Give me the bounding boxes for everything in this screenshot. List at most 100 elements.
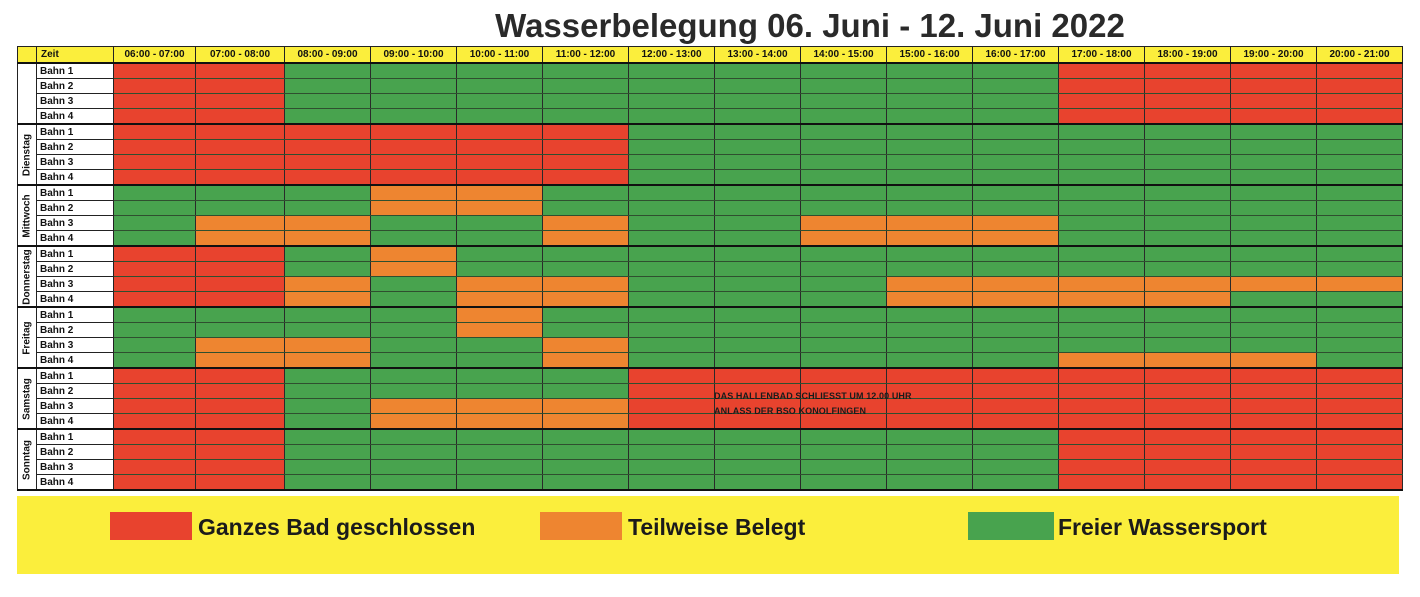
schedule-cell: [1058, 413, 1145, 430]
schedule-cell: [800, 413, 887, 430]
schedule-cell: [1230, 108, 1317, 125]
lane-label: Bahn 1: [36, 306, 114, 323]
schedule-cell: [1316, 444, 1403, 460]
schedule-cell: [972, 261, 1059, 277]
schedule-cell: [1144, 413, 1231, 430]
schedule-cell: [284, 200, 371, 216]
schedule-cell: [370, 322, 457, 338]
schedule-cell: [370, 474, 457, 491]
schedule-cell: [195, 413, 285, 430]
schedule-cell: [1144, 215, 1231, 231]
schedule-cell: [456, 383, 543, 399]
schedule-cell: [456, 154, 543, 170]
schedule-cell: [195, 93, 285, 109]
schedule-cell: [886, 169, 973, 186]
schedule-cell: [1058, 63, 1145, 79]
schedule-cell: [1230, 200, 1317, 216]
schedule-cell: [800, 459, 887, 475]
schedule-cell: [1316, 169, 1403, 186]
time-slot-header: 07:00 - 08:00: [195, 46, 285, 64]
schedule-cell: [886, 200, 973, 216]
schedule-cell: [1058, 78, 1145, 94]
schedule-cell: [195, 154, 285, 170]
lane-label: Bahn 3: [36, 276, 114, 292]
schedule-cell: [972, 276, 1059, 292]
time-slot-header: 11:00 - 12:00: [542, 46, 629, 64]
lane-label: Bahn 1: [36, 367, 114, 384]
schedule-cell: [1230, 368, 1317, 384]
schedule-cell: [456, 185, 543, 201]
schedule-cell: [972, 230, 1059, 247]
schedule-cell: [972, 307, 1059, 323]
schedule-cell: [1316, 108, 1403, 125]
schedule-cell: [370, 124, 457, 140]
schedule-cell: [628, 322, 715, 338]
schedule-cell: [113, 93, 196, 109]
schedule-cell: [628, 413, 715, 430]
schedule-cell: [628, 169, 715, 186]
schedule-cell: [714, 200, 801, 216]
day-label: Dienstag: [21, 133, 33, 176]
schedule-cell: [1316, 200, 1403, 216]
schedule-cell: [1316, 246, 1403, 262]
schedule-cell: [542, 215, 629, 231]
closure-note-line1: DAS HALLENBAD SCHLIESST UM 12.00 UHR: [714, 391, 912, 401]
schedule-cell: [714, 93, 801, 109]
schedule-cell: [542, 322, 629, 338]
schedule-cell: [284, 230, 371, 247]
schedule-cell: [542, 108, 629, 125]
schedule-cell: [1230, 322, 1317, 338]
schedule-cell: [195, 352, 285, 369]
time-slot-header: 19:00 - 20:00: [1230, 46, 1317, 64]
schedule-cell: [456, 368, 543, 384]
schedule-cell: [1058, 169, 1145, 186]
schedule-cell: [113, 368, 196, 384]
schedule-cell: [1230, 307, 1317, 323]
schedule-cell: [886, 398, 973, 414]
schedule-cell: [1230, 246, 1317, 262]
schedule-cell: [542, 398, 629, 414]
schedule-cell: [1144, 398, 1231, 414]
day-cell: Samstag: [17, 367, 37, 430]
schedule-cell: [456, 474, 543, 491]
schedule-cell: [195, 383, 285, 399]
schedule-cell: [195, 185, 285, 201]
time-slot-header: 06:00 - 07:00: [113, 46, 196, 64]
schedule-cell: [886, 124, 973, 140]
schedule-cell: [113, 154, 196, 170]
schedule-cell: [714, 154, 801, 170]
schedule-cell: [370, 413, 457, 430]
schedule-cell: [1058, 383, 1145, 399]
schedule-cell: [886, 352, 973, 369]
schedule-cell: [972, 398, 1059, 414]
legend-band: [17, 496, 1399, 574]
schedule-cell: [1058, 246, 1145, 262]
schedule-cell: [113, 413, 196, 430]
time-slot-header: 16:00 - 17:00: [972, 46, 1059, 64]
schedule-cell: [800, 352, 887, 369]
schedule-cell: [456, 307, 543, 323]
time-header-row: Zeit 06:00 - 07:00 07:00 - 08:00 08:00 - 0…: [17, 46, 1403, 64]
schedule-cell: [113, 459, 196, 475]
schedule-cell: [886, 429, 973, 445]
schedule-cell: [195, 474, 285, 491]
schedule-cell: [284, 93, 371, 109]
schedule-cell: [800, 307, 887, 323]
schedule-cell: [1230, 215, 1317, 231]
schedule-cell: [800, 337, 887, 353]
lane-label: Bahn 2: [36, 261, 114, 277]
schedule-cell: [113, 291, 196, 308]
schedule-cell: [370, 185, 457, 201]
schedule-cell: [886, 246, 973, 262]
schedule-cell: [800, 474, 887, 491]
schedule-cell: [1230, 383, 1317, 399]
lane-label: Bahn 4: [36, 352, 114, 369]
lane-row: Mittwoch Bahn 1: [17, 184, 1403, 247]
lane-row: Bahn 4: [18, 352, 1403, 369]
schedule-cell: [1144, 108, 1231, 125]
schedule-cell: [1316, 63, 1403, 79]
schedule-cell: [195, 124, 285, 140]
schedule-cell: [456, 139, 543, 155]
schedule-cell: [113, 383, 196, 399]
schedule-cell: [714, 185, 801, 201]
